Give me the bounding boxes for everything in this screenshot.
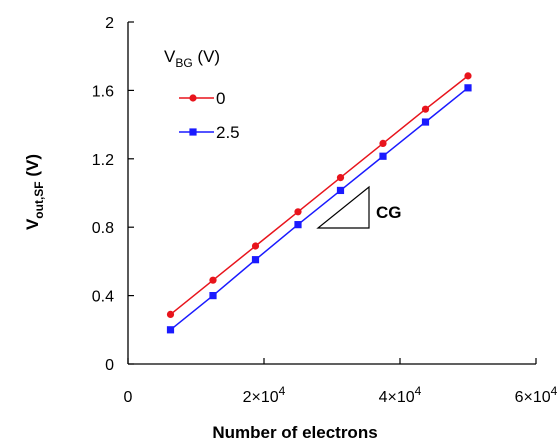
y-tick-label: 2 bbox=[105, 15, 114, 32]
series-1 bbox=[166, 84, 472, 334]
x-tick-label: 6×104 bbox=[515, 384, 558, 406]
series-0 bbox=[166, 72, 472, 319]
slope-triangle bbox=[316, 185, 370, 229]
data-point bbox=[379, 152, 387, 160]
x-tick-label-base: 0 bbox=[124, 389, 133, 406]
plot-area bbox=[127, 22, 536, 365]
legend-entry-1: 2.5 bbox=[179, 123, 240, 142]
data-point bbox=[336, 174, 345, 182]
data-point bbox=[251, 256, 260, 264]
x-tick-label-exponent: 4 bbox=[415, 384, 422, 398]
x-tick-label-base: 4×10 bbox=[379, 389, 415, 406]
x-tick-label: 4×104 bbox=[379, 384, 422, 406]
y-axis-title-sub: out,SF bbox=[32, 181, 46, 218]
legend-label: 2.5 bbox=[216, 123, 240, 142]
x-tick-label-exponent: 4 bbox=[279, 384, 286, 398]
data-point bbox=[251, 242, 260, 250]
y-axis-title-unit: (V) bbox=[23, 154, 42, 181]
data-point bbox=[379, 139, 387, 148]
y-tick-label: 1.2 bbox=[92, 152, 114, 169]
data-point bbox=[336, 186, 345, 195]
legend-title: VBG (V) bbox=[164, 47, 220, 70]
y-tick-label: 0.8 bbox=[92, 220, 114, 237]
y-tick-label: 1.6 bbox=[92, 83, 114, 100]
data-point bbox=[166, 310, 175, 319]
legend-label: 0 bbox=[216, 89, 225, 108]
data-point bbox=[294, 208, 302, 216]
legend: VBG (V) 0 2.5 bbox=[164, 47, 240, 142]
y-tick-label: 0 bbox=[105, 357, 114, 374]
legend-title-unit: (V) bbox=[193, 47, 220, 66]
data-point bbox=[464, 84, 472, 92]
series-line bbox=[170, 75, 469, 315]
series-layer bbox=[166, 72, 472, 334]
data-point bbox=[421, 118, 430, 126]
legend-entry-0: 0 bbox=[179, 89, 225, 108]
legend-title-sub: BG bbox=[175, 56, 192, 70]
data-point bbox=[464, 72, 472, 80]
series-line bbox=[170, 87, 469, 331]
y-axis-title: Vout,SF (V) bbox=[23, 154, 46, 230]
x-axis-title: Number of electrons bbox=[212, 423, 377, 442]
annotation-label: CG bbox=[376, 203, 402, 222]
legend-marker bbox=[189, 94, 197, 102]
y-axis: 0 0.4 0.8 1.2 1.6 2 bbox=[92, 15, 134, 374]
legend-marker bbox=[189, 128, 197, 136]
legend-title-main: V bbox=[164, 47, 176, 66]
data-point bbox=[294, 221, 302, 229]
data-point bbox=[166, 326, 175, 334]
x-tick-label: 0 bbox=[124, 389, 133, 406]
x-axis: 0 2×104 4×104 6×104 bbox=[124, 358, 558, 406]
x-tick-label: 2×104 bbox=[243, 384, 286, 406]
x-tick-label-exponent: 4 bbox=[551, 384, 558, 398]
data-point bbox=[209, 276, 217, 284]
data-point bbox=[209, 292, 217, 300]
y-axis-title-main: V bbox=[23, 218, 42, 230]
x-tick-label-base: 2×10 bbox=[243, 389, 279, 406]
x-tick-label-base: 6×10 bbox=[515, 389, 551, 406]
data-point bbox=[421, 105, 430, 113]
y-tick-label: 0.4 bbox=[92, 289, 114, 306]
cg-annotation: CG bbox=[316, 185, 402, 229]
